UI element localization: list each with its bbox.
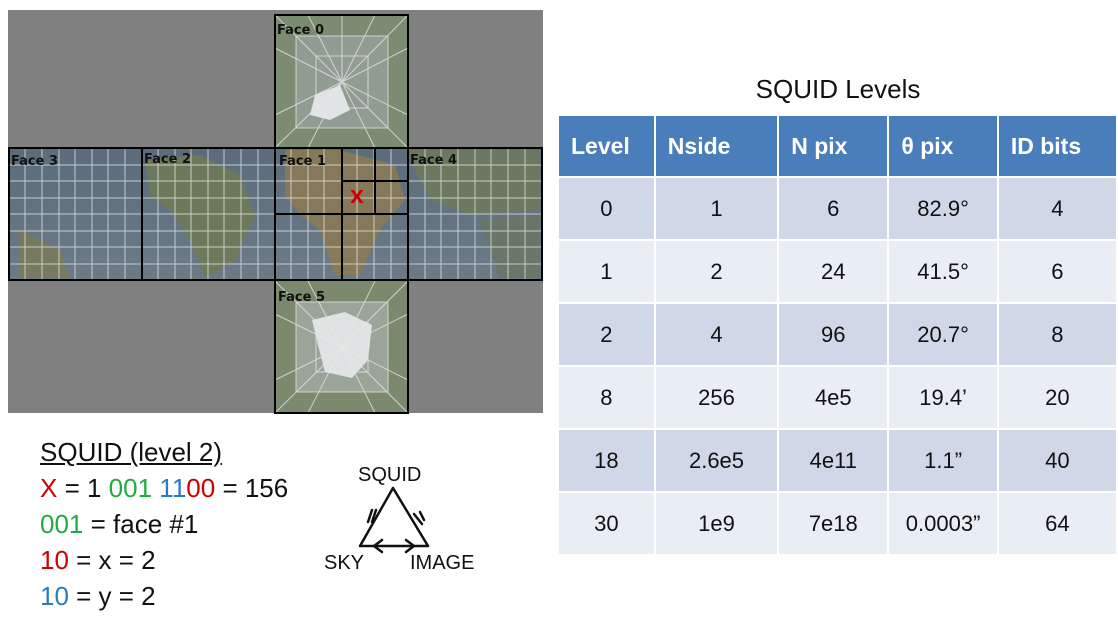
squid-sky-image-triangle: SQUID SKY IMAGE — [320, 460, 490, 580]
table-cell: 1 — [559, 241, 654, 302]
table-cell: 64 — [998, 493, 1116, 554]
table-row: 30 1e9 7e18 0.0003” 64 — [559, 493, 1116, 554]
table-row: 0 1 6 82.9° 4 — [559, 178, 1116, 239]
table-cell: 6 — [779, 178, 888, 239]
table-cell: 2 — [655, 241, 778, 302]
table-cell: 1e9 — [655, 493, 778, 554]
face-4-label: Face 4 — [410, 153, 457, 168]
table-cell: 20 — [998, 367, 1116, 428]
table-header-row: Level Nside N pix θ pix ID bits — [559, 116, 1116, 176]
table-cell: 8 — [998, 304, 1116, 365]
table-cell: 40 — [998, 430, 1116, 491]
face-1-label: Face 1 — [279, 154, 326, 169]
table-cell: 4e11 — [779, 430, 888, 491]
legend-title: SQUID (level 2) — [40, 437, 223, 467]
column-header: Nside — [655, 116, 778, 176]
table-cell: 19.4’ — [889, 367, 997, 428]
face-5-label: Face 5 — [278, 290, 325, 305]
table-cell: 4 — [655, 304, 778, 365]
table-cell: 0.0003” — [889, 493, 997, 554]
table-row: 2 4 96 20.7° 8 — [559, 304, 1116, 365]
column-header: ID bits — [998, 116, 1116, 176]
table-cell: 4 — [998, 178, 1116, 239]
squid-levels-table: Level Nside N pix θ pix ID bits 0 1 6 82.9°… — [557, 114, 1118, 556]
triangle-label-image: IMAGE — [410, 552, 475, 574]
table-row: 18 2.6e5 4e11 1.1” 40 — [559, 430, 1116, 491]
column-header: θ pix — [889, 116, 997, 176]
table-cell: 8 — [559, 367, 654, 428]
table-cell: 2.6e5 — [655, 430, 778, 491]
face-2-label: Face 2 — [144, 152, 191, 167]
legend-line-x: 10 = x = 2 — [40, 545, 156, 575]
face-0-label: Face 0 — [277, 23, 324, 38]
table-cell: 24 — [779, 241, 888, 302]
table-cell: 7e18 — [779, 493, 888, 554]
table-cell: 20.7° — [889, 304, 997, 365]
table-cell: 2 — [559, 304, 654, 365]
face-3-label: Face 3 — [11, 154, 58, 169]
table-cell: 4e5 — [779, 367, 888, 428]
triangle-label-sky: SKY — [324, 552, 365, 574]
pixel-marker-x: X — [350, 187, 364, 208]
table-cell: 41.5° — [889, 241, 997, 302]
triangle-label-squid: SQUID — [358, 464, 422, 486]
table-cell: 82.9° — [889, 178, 997, 239]
table-cell: 256 — [655, 367, 778, 428]
triangle-arrows — [358, 486, 430, 554]
table-cell: 0 — [559, 178, 654, 239]
column-header: N pix — [779, 116, 888, 176]
column-header: Level — [559, 116, 654, 176]
table-cell: 1.1” — [889, 430, 997, 491]
table-title: SQUID Levels — [755, 74, 921, 104]
table-cell: 18 — [559, 430, 654, 491]
squid-legend: SQUID (level 2) X = 1 001 1100 = 156 001… — [40, 434, 288, 614]
legend-line-face: 001 = face #1 — [40, 509, 199, 539]
table-cell: 6 — [998, 241, 1116, 302]
table-row: 1 2 24 41.5° 6 — [559, 241, 1116, 302]
cube-projection-diagram: Face 0 Face 1 Face 2 Face 3 Face 4 Face … — [8, 10, 543, 414]
table-cell: 1 — [655, 178, 778, 239]
table-cell: 96 — [779, 304, 888, 365]
legend-line-y: 10 = y = 2 — [40, 581, 156, 611]
table-cell: 30 — [559, 493, 654, 554]
table-row: 8 256 4e5 19.4’ 20 — [559, 367, 1116, 428]
legend-line-encoding: X = 1 001 1100 = 156 — [40, 473, 289, 503]
